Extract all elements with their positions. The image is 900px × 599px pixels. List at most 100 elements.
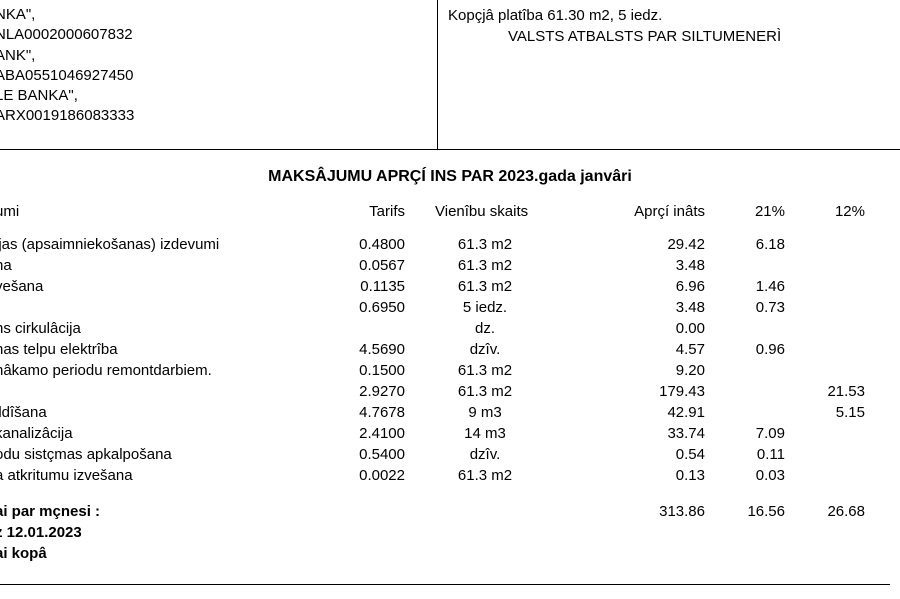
bank-line: NLA0002000607832	[0, 25, 437, 45]
bank-line: ANK",	[0, 46, 437, 66]
cell-calc: 42.91	[565, 402, 705, 423]
table-row: nas telpu elektrîba4.5690dzîv.4.570.96	[0, 339, 890, 360]
cell-name: nas telpu elektrîba	[0, 339, 315, 360]
cell-name: na	[0, 255, 315, 276]
cell-name: kanalizâcija	[0, 423, 315, 444]
cell-units: 61.3 m2	[405, 255, 565, 276]
cell-12	[785, 444, 865, 465]
cell-calc: 0.13	[565, 465, 705, 486]
property-info-block: Kopçjâ platîba 61.30 m2, 5 iedz. VALSTS …	[438, 0, 900, 149]
table-header-row: umi Tarifs Vienîbu skaits Aprçí inâts 21…	[0, 201, 890, 222]
date-label: z 12.01.2023	[0, 522, 315, 543]
table-row: nâkamo periodu remontdarbiem.0.150061.3 …	[0, 360, 890, 381]
cell-name	[0, 381, 315, 402]
cell-name: ns cirkulâcija	[0, 318, 315, 339]
cell-21: 0.03	[705, 465, 785, 486]
invoice-title: MAKSÂJUMU APRÇÍ INS PAR 2023.gada janvâr…	[0, 168, 900, 186]
cell-tarif: 2.9270	[315, 381, 405, 402]
cell-12	[785, 276, 865, 297]
cell-units: dz.	[405, 318, 565, 339]
cell-12	[785, 318, 865, 339]
cell-name: ildîšana	[0, 402, 315, 423]
header-tarif: Tarifs	[315, 201, 405, 222]
header-calc: Aprçí inâts	[565, 201, 705, 222]
header-units: Vienîbu skaits	[405, 201, 565, 222]
cell-units: 9 m3	[405, 402, 565, 423]
header-21: 21%	[705, 201, 785, 222]
cell-units: 14 m3	[405, 423, 565, 444]
table-row: ijas (apsaimniekošanas) izdevumi0.480061…	[0, 234, 890, 255]
cell-21	[705, 402, 785, 423]
table-row: a atkritumu izvešana0.002261.3 m20.130.0…	[0, 465, 890, 486]
cell-calc: 33.74	[565, 423, 705, 444]
cell-12	[785, 297, 865, 318]
cell-calc: 0.54	[565, 444, 705, 465]
cell-12: 5.15	[785, 402, 865, 423]
totals-calc: 313.86	[565, 501, 705, 522]
cell-units: 61.3 m2	[405, 465, 565, 486]
cell-12	[785, 255, 865, 276]
cell-12	[785, 234, 865, 255]
totals-21: 16.56	[705, 501, 785, 522]
table-row: ns cirkulâcija dz.0.00	[0, 318, 890, 339]
header-12: 12%	[785, 201, 865, 222]
cell-21: 0.11	[705, 444, 785, 465]
cell-12	[785, 465, 865, 486]
cell-21	[705, 255, 785, 276]
cell-21: 0.96	[705, 339, 785, 360]
cell-21	[705, 381, 785, 402]
cell-units: 61.3 m2	[405, 381, 565, 402]
cell-12	[785, 339, 865, 360]
cell-name	[0, 297, 315, 318]
table-row: vešana0.113561.3 m26.961.46	[0, 276, 890, 297]
cell-calc: 0.00	[565, 318, 705, 339]
cell-tarif: 0.1135	[315, 276, 405, 297]
top-section: NKA", NLA0002000607832 ANK", ABA05510469…	[0, 0, 900, 150]
cell-name: ijas (apsaimniekošanas) izdevumi	[0, 234, 315, 255]
totals-12: 26.68	[785, 501, 865, 522]
invoice-table: umi Tarifs Vienîbu skaits Aprçí inâts 21…	[0, 201, 900, 585]
rows-container: ijas (apsaimniekošanas) izdevumi0.480061…	[0, 234, 890, 486]
cell-12	[785, 423, 865, 444]
bank-line: ABA0551046927450	[0, 66, 437, 86]
cell-units: dzîv.	[405, 339, 565, 360]
cell-tarif: 0.0022	[315, 465, 405, 486]
cell-units: 61.3 m2	[405, 360, 565, 381]
cell-21: 6.18	[705, 234, 785, 255]
cell-21	[705, 360, 785, 381]
table-row: 2.927061.3 m2179.43 21.53	[0, 381, 890, 402]
cell-12: 21.53	[785, 381, 865, 402]
cell-name: odu sistçmas apkalpošana	[0, 444, 315, 465]
totals-section: ai par mçnesi : 313.86 16.56 26.68 z 12.…	[0, 501, 890, 564]
cell-21	[705, 318, 785, 339]
table-row: 0.69505 iedz.3.480.73	[0, 297, 890, 318]
grand-total-label: ai kopâ	[0, 543, 315, 564]
cell-21: 0.73	[705, 297, 785, 318]
area-line: Kopçjâ platîba 61.30 m2, 5 iedz.	[448, 5, 890, 26]
cell-units: dzîv.	[405, 444, 565, 465]
bank-line: ARX0019186083333	[0, 106, 437, 126]
cell-tarif: 2.4100	[315, 423, 405, 444]
cell-tarif: 0.6950	[315, 297, 405, 318]
totals-row-date: z 12.01.2023	[0, 522, 890, 543]
table-row: ildîšana4.76789 m342.91 5.15	[0, 402, 890, 423]
cell-tarif	[315, 318, 405, 339]
support-line: VALSTS ATBALSTS PAR SILTUMENERÌ	[448, 26, 890, 47]
cell-calc: 3.48	[565, 297, 705, 318]
totals-row-total: ai kopâ	[0, 543, 890, 564]
totals-row-monthly: ai par mçnesi : 313.86 16.56 26.68	[0, 501, 890, 522]
cell-tarif: 0.1500	[315, 360, 405, 381]
cell-units: 61.3 m2	[405, 234, 565, 255]
cell-calc: 179.43	[565, 381, 705, 402]
cell-calc: 6.96	[565, 276, 705, 297]
cell-tarif: 4.5690	[315, 339, 405, 360]
cell-calc: 29.42	[565, 234, 705, 255]
cell-name: a atkritumu izvešana	[0, 465, 315, 486]
cell-tarif: 4.7678	[315, 402, 405, 423]
header-name: umi	[0, 201, 315, 222]
bank-line: NKA",	[0, 5, 437, 25]
bank-line: LE BANKA",	[0, 86, 437, 106]
cell-calc: 9.20	[565, 360, 705, 381]
cell-tarif: 0.5400	[315, 444, 405, 465]
cell-tarif: 0.0567	[315, 255, 405, 276]
